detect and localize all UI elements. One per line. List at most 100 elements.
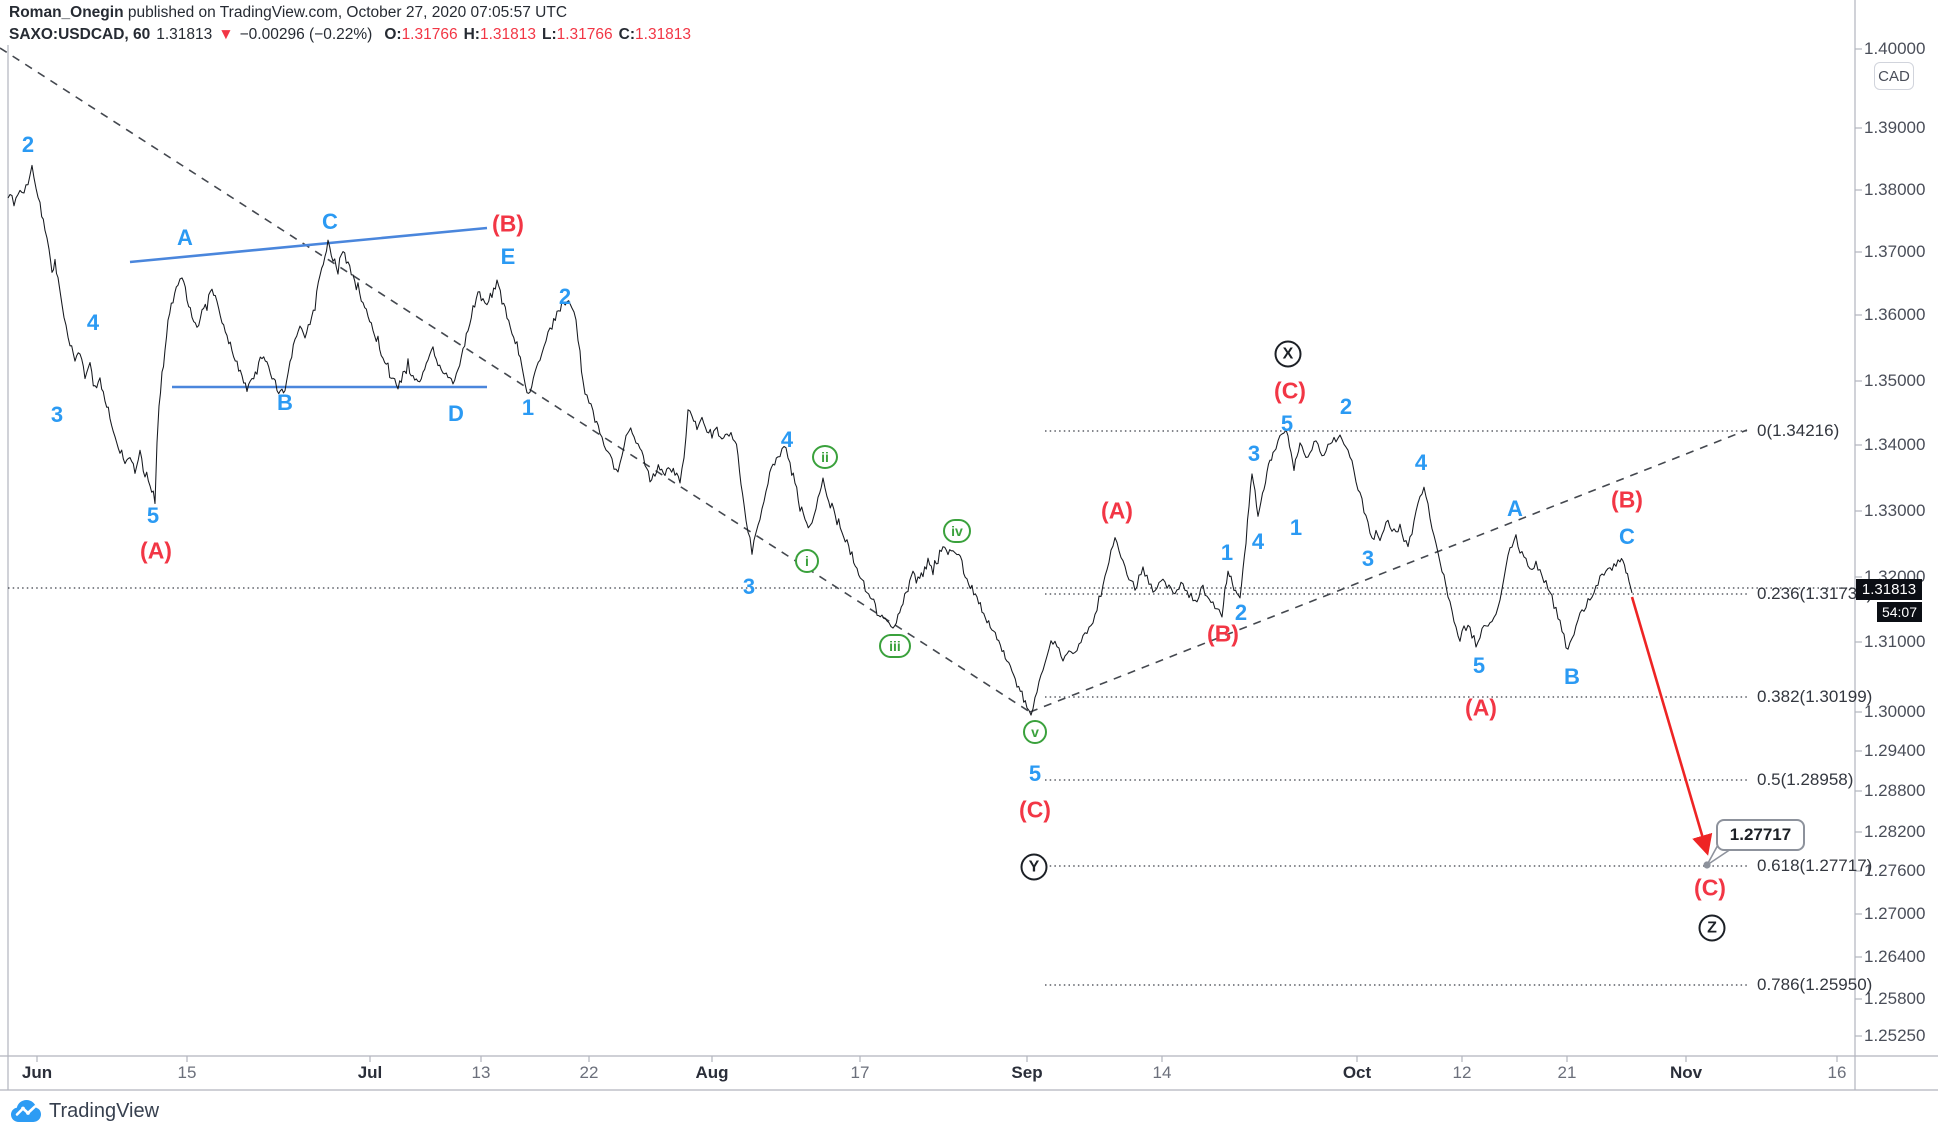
tradingview-cloud-icon: [11, 1100, 41, 1122]
fib-level-label: 0(1.34216): [1757, 421, 1840, 440]
price-axis-label: 1.37000: [1864, 242, 1926, 261]
wave-label-red: (B): [1207, 620, 1239, 647]
wave-label-black-circled: X: [1274, 340, 1302, 368]
symbol-info-bar: SAXO:USDCAD, 60 1.31813 ▼ −0.00296 (−0.2…: [9, 26, 691, 44]
fib-level-label: 0.236(1.31734): [1757, 584, 1873, 603]
dashed-trendline-up: [1029, 429, 1748, 713]
time-axis-label: 14: [1152, 1063, 1172, 1082]
time-axis-label: 21: [1557, 1063, 1577, 1082]
wave-label-blue: 5: [1472, 653, 1486, 678]
fib-level-label: 0.618(1.27717): [1757, 856, 1873, 875]
snapshot-header: Roman_Onegin published on TradingView.co…: [9, 4, 691, 44]
ohlc-value: 1.31813: [635, 26, 692, 43]
ohlc-key: O:: [384, 26, 402, 43]
fib-level-label: 0.786(1.25950): [1757, 975, 1873, 994]
wave-label-blue: 2: [1339, 394, 1353, 419]
fib-level-label: 0.5(1.28958): [1757, 770, 1854, 789]
wave-label-blue: 5: [146, 503, 160, 528]
wave-label-red: (A): [1101, 497, 1133, 524]
publish-text: published on TradingView.com, October 27…: [123, 4, 568, 21]
wave-label-blue: 1: [1289, 515, 1303, 540]
wave-label-blue: 4: [1251, 529, 1265, 554]
price-axis-label: 1.27600: [1864, 861, 1926, 880]
ohlc-values: O:1.31766 H:1.31813 L:1.31766 C:1.31813: [378, 26, 691, 44]
wave-label-red: (B): [492, 210, 524, 237]
time-axis-label: Jul: [357, 1063, 383, 1082]
time-axis-label: 13: [471, 1063, 491, 1082]
price-axis-label: 1.34000: [1864, 435, 1926, 454]
time-axis-label: Aug: [695, 1063, 729, 1082]
wave-label-blue: C: [322, 209, 338, 234]
price-series-path: [7, 164, 1633, 716]
wave-label-black-circled: Z: [1698, 914, 1726, 942]
wave-label-blue: 3: [50, 402, 64, 427]
wave-label-green-circled: ii: [812, 445, 838, 469]
wave-label-green-circled: v: [1023, 720, 1047, 744]
wave-label-red: (C): [1694, 874, 1726, 901]
price-axis-label: 1.36000: [1864, 305, 1926, 324]
ohlc-value: 1.31813: [479, 26, 536, 43]
price-axis-label: 1.25250: [1864, 1026, 1926, 1045]
wave-label-green-circled: iv: [943, 519, 971, 543]
symbol-name: SAXO:USDCAD, 60: [9, 26, 151, 43]
price-axis-label: 1.30000: [1864, 702, 1926, 721]
bar-countdown-badge: 54:07: [1877, 602, 1922, 622]
price-axis-label: 1.39000: [1864, 118, 1926, 137]
projection-arrow: [1630, 596, 1713, 856]
price-axis-label: 1.38000: [1864, 180, 1926, 199]
wave-label-black-circled: Y: [1020, 853, 1048, 881]
wave-label-red: (A): [140, 537, 172, 564]
ohlc-key: C:: [618, 26, 636, 43]
wave-label-blue: 4: [1414, 450, 1428, 475]
wave-label-blue: B: [1564, 664, 1580, 689]
time-axis-label: 15: [177, 1063, 197, 1082]
price-axis-label: 1.31000: [1864, 632, 1926, 651]
price-axis-label: 1.28200: [1864, 822, 1926, 841]
publish-info: Roman_Onegin published on TradingView.co…: [9, 4, 691, 22]
currency-cad-button[interactable]: CAD: [1874, 62, 1914, 90]
price-axis-label: 1.26400: [1864, 947, 1926, 966]
price-axis-label: 1.29400: [1864, 741, 1926, 760]
time-axis-label: Nov: [1669, 1063, 1703, 1082]
dashed-trendline-down: [0, 47, 1031, 713]
price-axis-label: 1.35000: [1864, 371, 1926, 390]
time-axis-label: Jun: [21, 1063, 53, 1082]
price-axis-label: 1.33000: [1864, 501, 1926, 520]
ohlc-key: H:: [463, 26, 480, 43]
time-axis-label: 22: [579, 1063, 599, 1082]
time-axis-label: Sep: [1011, 1063, 1043, 1082]
wave-label-red: (C): [1019, 796, 1051, 823]
price-target-tooltip: 1.27717: [1716, 819, 1805, 851]
wave-label-blue: 2: [21, 132, 35, 157]
wave-label-blue: A: [1507, 496, 1523, 521]
wave-label-blue: C: [1619, 524, 1635, 549]
time-axis-label: 12: [1452, 1063, 1472, 1082]
tradingview-logo[interactable]: TradingView: [10, 1098, 159, 1124]
direction-down-icon: ▼: [218, 26, 234, 43]
time-axis-label: Oct: [1342, 1063, 1372, 1082]
wave-label-green-circled: i: [795, 549, 819, 573]
wave-label-blue: A: [177, 225, 193, 250]
price-change: −0.00296 (−0.22%): [239, 26, 373, 43]
wave-label-blue: E: [500, 244, 516, 269]
wave-label-blue: B: [277, 390, 293, 415]
ohlc-key: L:: [541, 26, 557, 43]
wave-label-blue: 5: [1028, 761, 1042, 786]
wave-label-blue: 2: [1234, 600, 1248, 625]
time-axis-label: 17: [850, 1063, 870, 1082]
fib-level-label: 0.382(1.30199): [1757, 687, 1873, 706]
price-anchor-dot: [1703, 861, 1711, 869]
wave-label-blue: 4: [86, 310, 100, 335]
last-price: 1.31813: [156, 26, 213, 43]
wave-label-blue: 1: [521, 395, 535, 420]
time-axis-label: 16: [1827, 1063, 1847, 1082]
wave-label-blue: 2: [558, 284, 572, 309]
wave-label-blue: 3: [1361, 546, 1375, 571]
price-axis-label: 1.27000: [1864, 904, 1926, 923]
ohlc-value: 1.31766: [556, 26, 613, 43]
wave-label-red: (C): [1274, 377, 1306, 404]
wave-label-blue: 5: [1280, 411, 1294, 436]
last-price-badge: 1.31813: [1856, 579, 1922, 600]
